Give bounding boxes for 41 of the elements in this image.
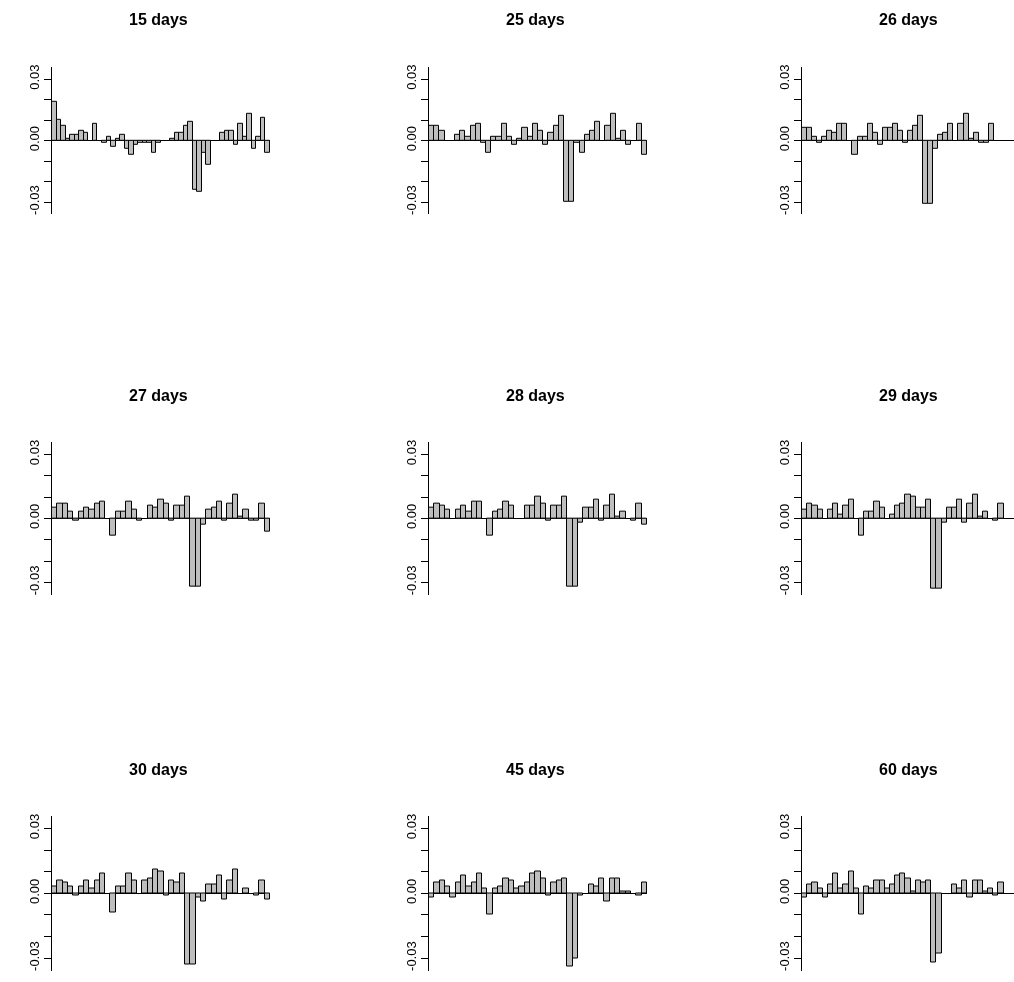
y-tick-label: 0.03 bbox=[776, 439, 792, 466]
bar bbox=[196, 139, 202, 192]
y-tick-label: 0.00 bbox=[26, 125, 42, 152]
y-tick-label: -0.03 bbox=[26, 941, 42, 971]
y-tick-label: 0.03 bbox=[403, 64, 419, 90]
chart-title: 25 days bbox=[506, 11, 565, 28]
y-tick-label: -0.03 bbox=[776, 565, 792, 596]
y-tick-label: 0.03 bbox=[26, 64, 42, 90]
y-tick-label: 0.00 bbox=[26, 503, 42, 530]
y-tick-label: -0.03 bbox=[776, 185, 792, 215]
chart-title: 60 days bbox=[879, 761, 938, 778]
chart-title: 28 days bbox=[506, 387, 565, 404]
y-tick-label: -0.03 bbox=[26, 565, 42, 596]
chart-title: 27 days bbox=[129, 387, 188, 404]
y-tick-label: 0.03 bbox=[776, 64, 792, 90]
chart-title: 15 days bbox=[129, 11, 188, 28]
y-tick-label: -0.03 bbox=[403, 565, 419, 596]
y-tick-label: -0.03 bbox=[776, 941, 792, 971]
chart-title: 29 days bbox=[879, 387, 938, 404]
y-tick-label: 0.00 bbox=[403, 503, 419, 530]
chart-title: 45 days bbox=[506, 761, 565, 778]
y-tick-label: 0.00 bbox=[26, 878, 42, 904]
bar bbox=[237, 122, 243, 141]
y-tick-label: -0.03 bbox=[26, 185, 42, 215]
y-tick-label: 0.00 bbox=[776, 878, 792, 904]
y-tick-label: 0.03 bbox=[403, 439, 419, 466]
y-tick-label: 0.03 bbox=[26, 813, 42, 840]
y-tick-label: 0.00 bbox=[776, 503, 792, 530]
y-tick-label: 0.03 bbox=[26, 439, 42, 466]
chart-title: 26 days bbox=[879, 11, 938, 28]
y-tick-label: 0.03 bbox=[403, 813, 419, 840]
bar bbox=[110, 139, 116, 147]
y-tick-label: -0.03 bbox=[403, 185, 419, 215]
y-tick-label: 0.03 bbox=[776, 813, 792, 840]
y-tick-label: 0.00 bbox=[403, 878, 419, 904]
y-tick-label: 0.00 bbox=[776, 125, 792, 152]
y-tick-label: 0.00 bbox=[403, 125, 419, 152]
bar bbox=[128, 139, 134, 155]
bar bbox=[228, 129, 234, 141]
chart-title: 30 days bbox=[129, 761, 188, 778]
y-tick-label: -0.03 bbox=[403, 941, 419, 971]
